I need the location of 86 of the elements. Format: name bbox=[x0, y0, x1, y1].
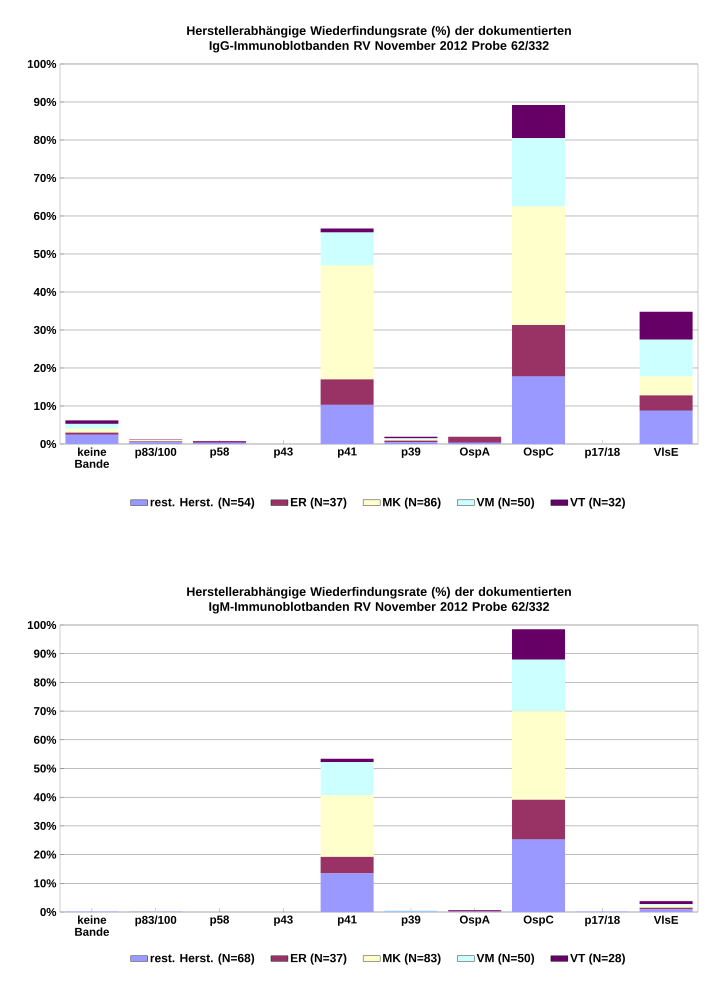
bar bbox=[65, 434, 118, 444]
x-tick-label: p17/18 bbox=[585, 916, 620, 926]
bar bbox=[640, 395, 693, 411]
y-tick-label: 100% bbox=[28, 620, 56, 630]
y-tick-label: 100% bbox=[28, 60, 56, 68]
bar bbox=[65, 428, 118, 433]
bar bbox=[640, 909, 693, 912]
bar bbox=[512, 711, 566, 800]
bar bbox=[512, 800, 566, 840]
chart-title: Herstellerabhängige Wiederfindungsrate (%) der dokumentierten IgM-Immunoblotbanden RV November 2012 Probe 62/332 bbox=[187, 586, 571, 614]
bar bbox=[320, 404, 374, 444]
x-tick-label: p41 bbox=[338, 448, 357, 458]
y-tick-label: 0% bbox=[40, 440, 56, 448]
y-tick-label: 50% bbox=[34, 764, 56, 773]
bar bbox=[65, 420, 118, 424]
x-tick-label: OspA bbox=[460, 916, 490, 926]
y-tick-label: 90% bbox=[34, 98, 56, 106]
bar bbox=[320, 762, 374, 796]
bar bbox=[320, 379, 374, 405]
y-tick-label: 20% bbox=[34, 364, 56, 372]
legend-label: VT (N=28) bbox=[570, 954, 625, 965]
x-tick-label: p58 bbox=[210, 916, 230, 926]
legend-label: VM (N=50) bbox=[476, 498, 534, 509]
x-tick-label: p83/100 bbox=[135, 916, 176, 926]
bar bbox=[512, 659, 566, 712]
legend-label: VT (N=32) bbox=[570, 498, 625, 509]
bar bbox=[640, 901, 693, 904]
x-tick-label: p43 bbox=[274, 916, 293, 926]
x-tick-label: VlsE bbox=[654, 916, 678, 924]
x-tick-label: OspC bbox=[524, 916, 554, 926]
x-tick-label: keine Bande bbox=[75, 916, 110, 936]
y-tick-label: 40% bbox=[34, 288, 56, 296]
bar bbox=[65, 424, 118, 429]
y-tick-label: 50% bbox=[34, 250, 56, 258]
bar bbox=[640, 312, 693, 340]
bar bbox=[640, 410, 693, 444]
legend-label: rest. Herst. (N=68) bbox=[150, 954, 254, 965]
bar bbox=[320, 795, 374, 857]
y-tick-label: 10% bbox=[34, 402, 56, 410]
bar bbox=[512, 325, 566, 376]
bar bbox=[512, 839, 566, 912]
y-tick-label: 60% bbox=[34, 736, 56, 744]
bar bbox=[640, 339, 693, 376]
chart-title: Herstellerabhängige Wiederfindungsrate (%) der dokumentierten IgG-Immunoblotbanden RV November 2012 Probe 62/332 bbox=[187, 26, 571, 52]
y-tick-label: 70% bbox=[34, 707, 56, 716]
x-tick-label: p58 bbox=[210, 448, 230, 458]
bar bbox=[512, 206, 566, 326]
bar bbox=[320, 758, 374, 762]
y-tick-label: 60% bbox=[34, 212, 56, 220]
legend-label: VM (N=50) bbox=[476, 954, 534, 965]
x-tick-label: OspC bbox=[524, 448, 554, 458]
y-tick-label: 90% bbox=[34, 650, 56, 658]
x-tick-label: p17/18 bbox=[585, 448, 620, 458]
bar bbox=[320, 228, 374, 232]
bar bbox=[512, 376, 566, 444]
x-tick-label: p43 bbox=[274, 448, 293, 458]
x-tick-label: p39 bbox=[402, 448, 420, 458]
bar bbox=[640, 376, 693, 396]
bar bbox=[320, 265, 374, 380]
x-tick-label: p83/100 bbox=[135, 448, 176, 458]
y-tick-label: 0% bbox=[40, 908, 56, 916]
y-tick-label: 70% bbox=[34, 174, 56, 182]
y-tick-label: 40% bbox=[34, 793, 56, 802]
legend-label: MK (N=86) bbox=[383, 498, 441, 509]
legend-label: ER (N=37) bbox=[290, 498, 346, 509]
y-tick-label: 30% bbox=[34, 326, 56, 334]
bar bbox=[512, 105, 566, 138]
legend-label: MK (N=83) bbox=[383, 954, 441, 965]
bar bbox=[512, 138, 566, 206]
y-tick-label: 10% bbox=[34, 879, 56, 888]
y-tick-label: 30% bbox=[34, 822, 56, 830]
x-tick-label: p39 bbox=[402, 916, 420, 926]
y-tick-label: 20% bbox=[34, 850, 56, 859]
x-tick-label: keine Bande bbox=[75, 448, 110, 468]
x-tick-label: OspA bbox=[460, 448, 490, 458]
legend-label: rest. Herst. (N=54) bbox=[150, 498, 254, 509]
bar bbox=[448, 436, 502, 442]
legend-label: ER (N=37) bbox=[290, 954, 346, 965]
x-tick-label: VlsE bbox=[654, 448, 678, 456]
bar bbox=[320, 232, 374, 266]
bar bbox=[320, 873, 374, 912]
y-tick-label: 80% bbox=[34, 136, 56, 144]
y-tick-label: 80% bbox=[34, 678, 56, 686]
x-tick-label: p41 bbox=[338, 916, 357, 926]
bar bbox=[512, 629, 566, 660]
bar bbox=[320, 856, 374, 874]
